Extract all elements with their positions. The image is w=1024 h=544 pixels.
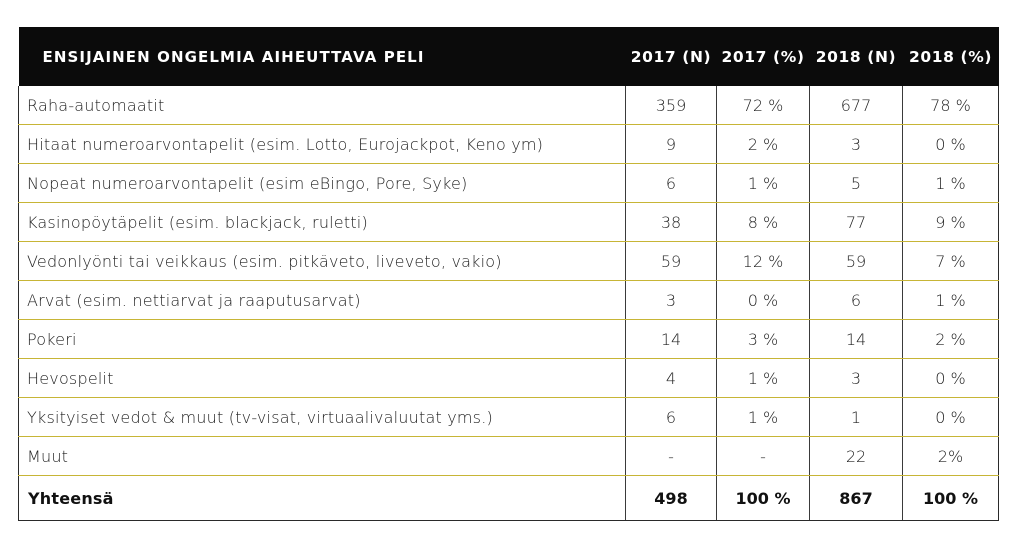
cell-2018-n: 1 [809,397,903,437]
total-2018-percent: 100 % [902,475,999,521]
cell-2018-n: 3 [809,124,903,164]
cell-2017-n: - [625,436,717,476]
cell-2017-n: 359 [625,86,717,125]
cell-2017-percent: 1 % [716,397,810,437]
cell-2018-n: 3 [809,358,903,398]
cell-2018-n: 14 [809,319,903,359]
row-label: Vedonlyönti tai veikkaus (esim. pitkävet… [18,241,626,281]
row-label: Yksityiset vedot & muut (tv-visat, virtu… [18,397,626,437]
row-label: Muut [18,436,626,476]
cell-2017-n: 38 [625,202,717,242]
cell-2018-percent: 9 % [902,202,999,242]
cell-2017-percent: 3 % [716,319,810,359]
cell-2017-n: 6 [625,397,717,437]
total-2018-n: 867 [809,475,903,521]
cell-2018-percent: 2 % [902,319,999,359]
row-label: Nopeat numeroarvontapelit (esim eBingo, … [18,163,626,203]
cell-2017-n: 14 [625,319,717,359]
cell-2018-percent: 0 % [902,397,999,437]
cell-2017-percent: 8 % [716,202,810,242]
cell-2017-percent: 12 % [716,241,810,281]
cell-2017-n: 9 [625,124,717,164]
cell-2018-percent: 7 % [902,241,999,281]
table-row: Muut - - 22 2% [18,436,999,476]
header-game-type: ENSIJAINEN ONGELMIA AIHEUTTAVA PELI [18,27,626,86]
cell-2018-percent: 1 % [902,280,999,320]
cell-2018-n: 5 [809,163,903,203]
table-row: Yksityiset vedot & muut (tv-visat, virtu… [18,397,999,437]
cell-2017-percent: 2 % [716,124,810,164]
cell-2017-percent: - [716,436,810,476]
header-row: ENSIJAINEN ONGELMIA AIHEUTTAVA PELI 2017… [18,27,999,86]
table-body: Raha-automaatit 359 72 % 677 78 % Hitaat… [18,86,999,521]
cell-2017-percent: 0 % [716,280,810,320]
total-label: Yhteensä [18,475,626,521]
cell-2018-n: 677 [809,86,903,125]
cell-2018-n: 59 [809,241,903,281]
table-row: Hevospelit 4 1 % 3 0 % [18,358,999,398]
cell-2017-n: 59 [625,241,717,281]
cell-2018-percent: 0 % [902,124,999,164]
cell-2018-n: 6 [809,280,903,320]
cell-2018-percent: 2% [902,436,999,476]
row-label: Arvat (esim. nettiarvat ja raaputusarvat… [18,280,626,320]
row-label: Hitaat numeroarvontapelit (esim. Lotto, … [18,124,626,164]
cell-2018-percent: 1 % [902,163,999,203]
table-row: Raha-automaatit 359 72 % 677 78 % [18,86,999,125]
total-2017-n: 498 [625,475,717,521]
cell-2017-n: 4 [625,358,717,398]
cell-2017-percent: 1 % [716,163,810,203]
table-row: Hitaat numeroarvontapelit (esim. Lotto, … [18,124,999,164]
table-row: Pokeri 14 3 % 14 2 % [18,319,999,359]
header-2018-percent: 2018 (%) [902,27,999,86]
total-2017-percent: 100 % [716,475,810,521]
header-2018-n: 2018 (N) [809,27,903,86]
primary-problem-game-table: ENSIJAINEN ONGELMIA AIHEUTTAVA PELI 2017… [18,27,999,521]
row-label: Kasinopöytäpelit (esim. blackjack, rulet… [18,202,626,242]
table-row: Kasinopöytäpelit (esim. blackjack, rulet… [18,202,999,242]
cell-2017-percent: 1 % [716,358,810,398]
table-header: ENSIJAINEN ONGELMIA AIHEUTTAVA PELI 2017… [18,27,999,86]
table-row: Nopeat numeroarvontapelit (esim eBingo, … [18,163,999,203]
row-label: Hevospelit [18,358,626,398]
table-row: Vedonlyönti tai veikkaus (esim. pitkävet… [18,241,999,281]
cell-2018-percent: 78 % [902,86,999,125]
gambling-problem-table-container: ENSIJAINEN ONGELMIA AIHEUTTAVA PELI 2017… [18,27,999,521]
row-label: Pokeri [18,319,626,359]
cell-2017-n: 6 [625,163,717,203]
total-row: Yhteensä 498 100 % 867 100 % [18,475,999,521]
header-2017-percent: 2017 (%) [716,27,810,86]
cell-2017-percent: 72 % [716,86,810,125]
cell-2018-percent: 0 % [902,358,999,398]
header-2017-n: 2017 (N) [625,27,717,86]
table-row: Arvat (esim. nettiarvat ja raaputusarvat… [18,280,999,320]
cell-2018-n: 77 [809,202,903,242]
cell-2018-n: 22 [809,436,903,476]
row-label: Raha-automaatit [18,86,626,125]
cell-2017-n: 3 [625,280,717,320]
